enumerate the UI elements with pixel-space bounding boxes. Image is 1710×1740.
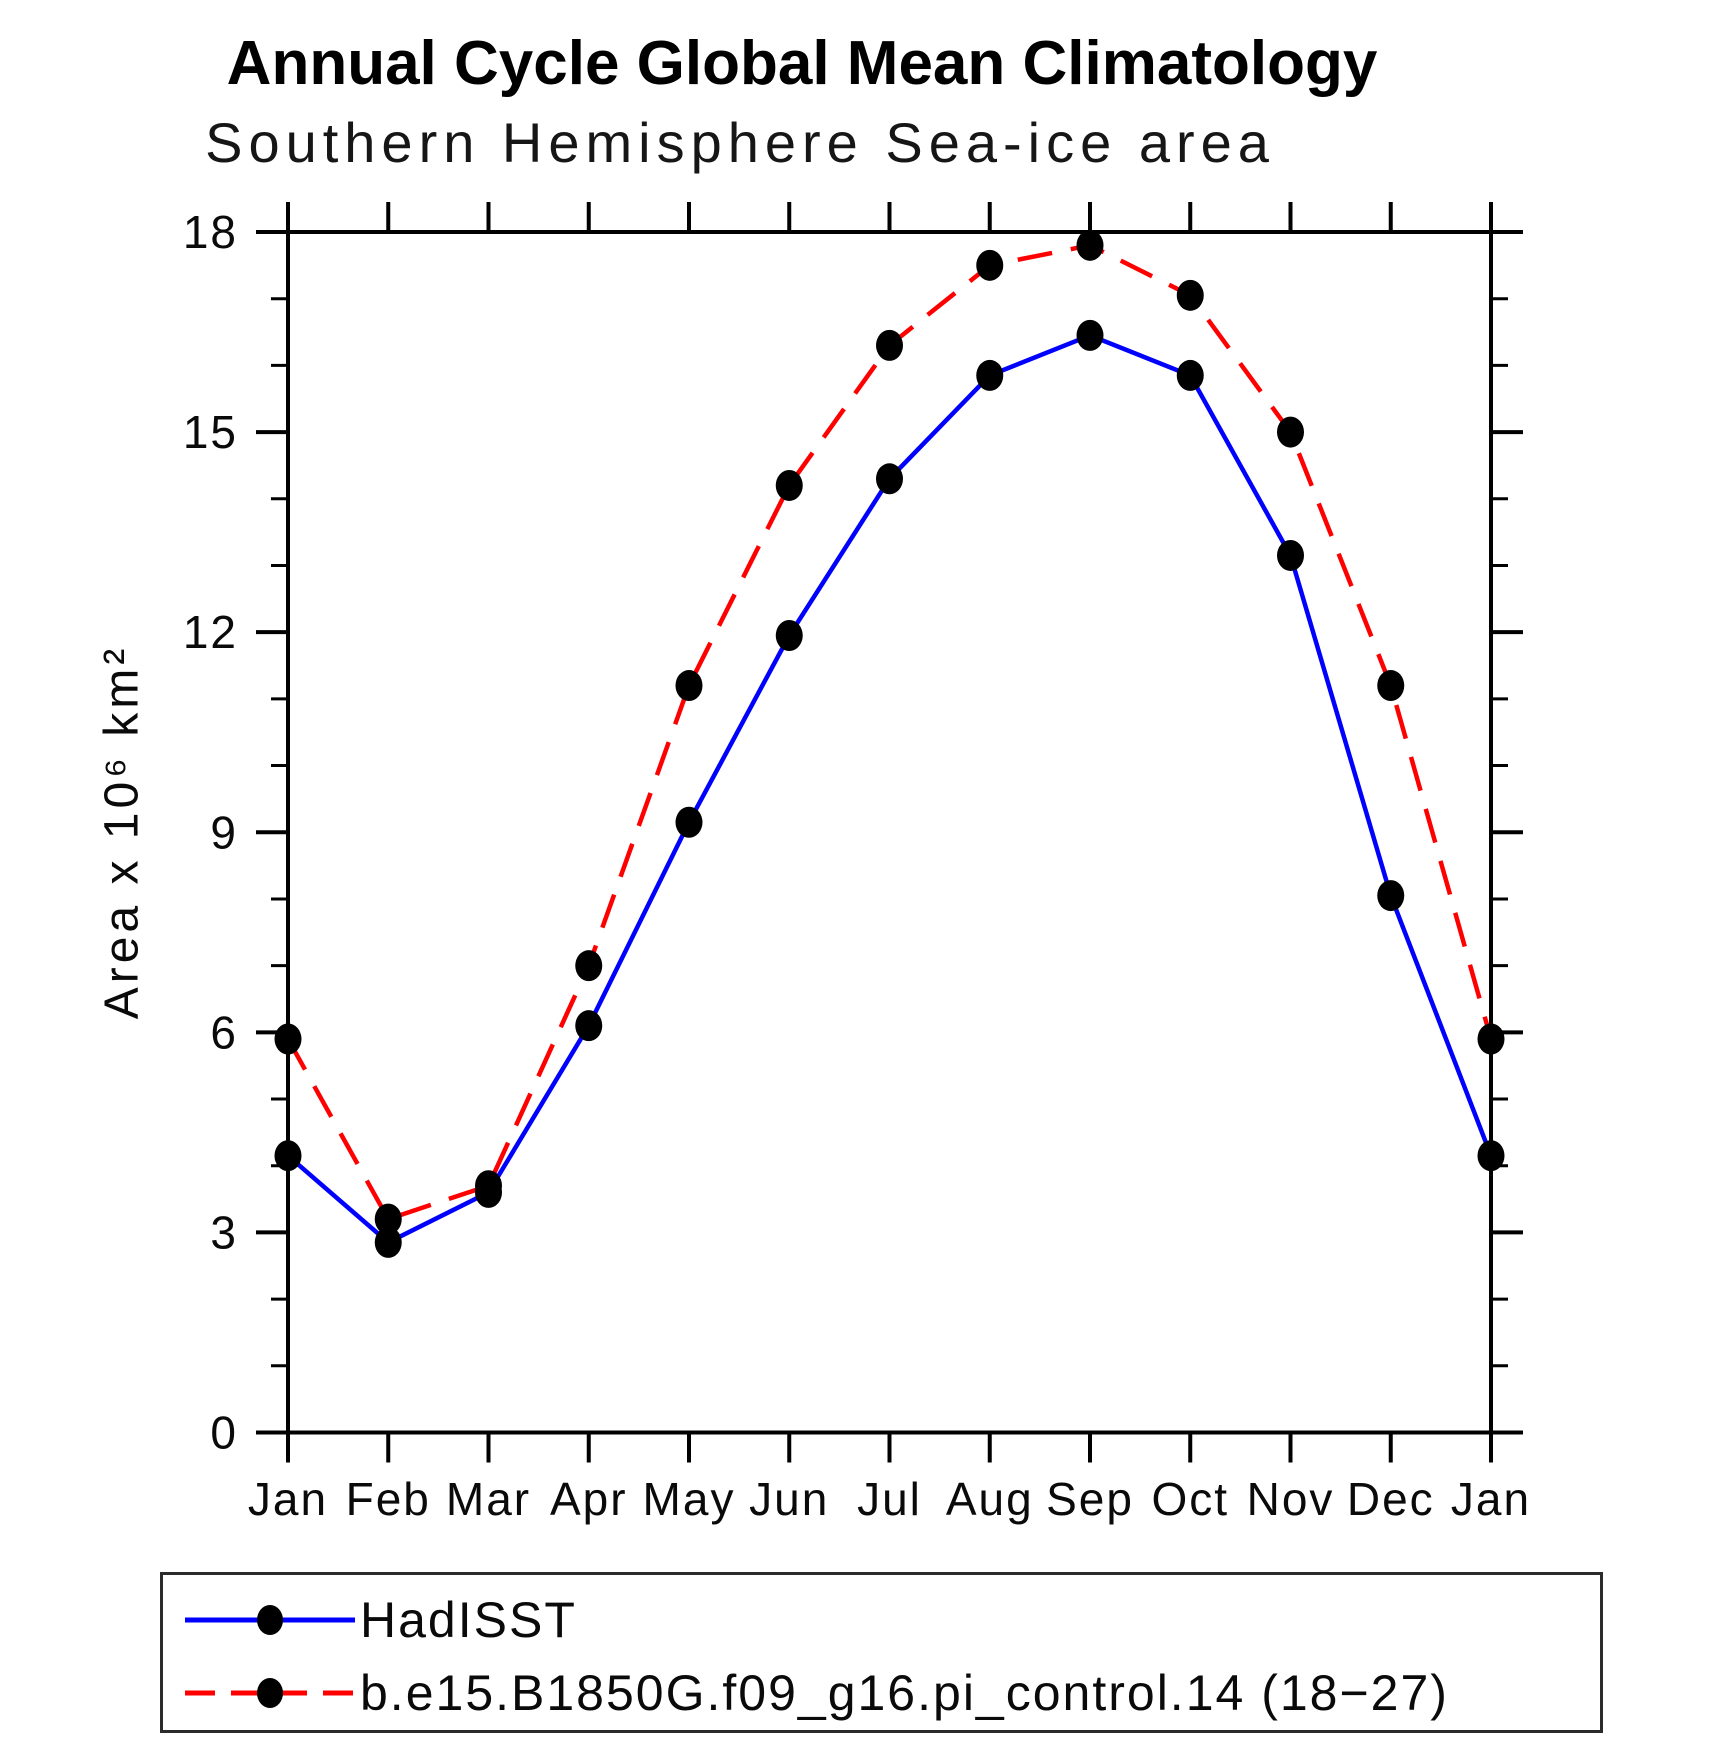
- data-point-marker-series-0: [1477, 1140, 1505, 1172]
- data-point-marker-series-1: [1477, 1023, 1505, 1055]
- y-tick-label: 9: [210, 806, 238, 858]
- data-point-marker-series-1: [675, 670, 703, 702]
- data-point-marker-series-0: [1377, 880, 1405, 912]
- data-point-marker-series-1: [374, 1203, 402, 1235]
- legend-line-sample-hadisst: [185, 1605, 355, 1635]
- data-point-marker-series-0: [1176, 359, 1204, 391]
- y-tick-label: 18: [183, 206, 238, 258]
- data-point-marker-series-1: [976, 249, 1004, 281]
- legend-box: HadISST b.e15.B1850G.f09_g16.pi_control.…: [160, 1572, 1603, 1733]
- x-tick-label: Dec: [1347, 1473, 1435, 1525]
- data-point-marker-series-0: [374, 1226, 402, 1258]
- x-tick-label: Jul: [857, 1473, 922, 1525]
- legend-label-hadisst: HadISST: [360, 1592, 577, 1648]
- data-point-marker-series-0: [976, 359, 1004, 391]
- y-tick-label: 12: [183, 606, 238, 658]
- series-line-1: [286, 242, 1494, 1222]
- x-tick-label: Oct: [1151, 1473, 1229, 1525]
- y-tick-label: 15: [183, 406, 238, 458]
- data-point-marker-series-0: [1277, 539, 1304, 571]
- x-tick-label: Sep: [1046, 1473, 1134, 1525]
- x-tick-label: May: [643, 1473, 736, 1525]
- data-point-marker-series-0: [1076, 319, 1104, 351]
- data-point-marker-series-0: [575, 1010, 603, 1042]
- data-point-marker-series-1: [1377, 670, 1405, 702]
- x-tick-label: Jan: [1451, 1473, 1531, 1525]
- data-point-marker-series-1: [274, 1023, 302, 1055]
- x-tick-label: Jun: [749, 1473, 829, 1525]
- chart-subtitle: Southern Hemisphere Sea-ice area: [205, 111, 1275, 174]
- x-tick-label: Jan: [248, 1473, 328, 1525]
- legend-line-sample-model: [185, 1678, 355, 1708]
- data-point-marker-series-1: [1176, 279, 1204, 311]
- data-point-marker-series-0: [876, 463, 903, 495]
- x-tick-label: Mar: [446, 1473, 531, 1525]
- plot-border: [286, 230, 1493, 1435]
- legend-label-model: b.e15.B1850G.f09_g16.pi_control.14 (18−2…: [360, 1665, 1449, 1721]
- legend-marker-dot: [257, 1678, 283, 1708]
- data-point-marker-series-1: [575, 950, 603, 982]
- data-point-marker-series-1: [876, 329, 903, 361]
- chart-title: Annual Cycle Global Mean Climatology: [226, 29, 1378, 98]
- x-tick-label: Nov: [1247, 1473, 1335, 1525]
- data-point-marker-series-1: [475, 1170, 502, 1202]
- legend-marker-dot: [257, 1605, 283, 1635]
- x-tick-label: Apr: [550, 1473, 628, 1525]
- y-tick-label: 0: [210, 1407, 238, 1459]
- y-tick-label: 3: [210, 1206, 238, 1258]
- data-point-marker-series-0: [675, 806, 703, 838]
- data-point-marker-series-0: [775, 620, 803, 652]
- data-point-marker-series-0: [274, 1140, 302, 1172]
- data-point-marker-series-1: [775, 469, 803, 501]
- x-tick-label: Feb: [346, 1473, 431, 1525]
- data-point-marker-series-1: [1076, 229, 1104, 261]
- x-tick-label: Aug: [946, 1473, 1034, 1525]
- data-point-marker-series-1: [1277, 416, 1304, 448]
- y-tick-label: 6: [210, 1006, 238, 1058]
